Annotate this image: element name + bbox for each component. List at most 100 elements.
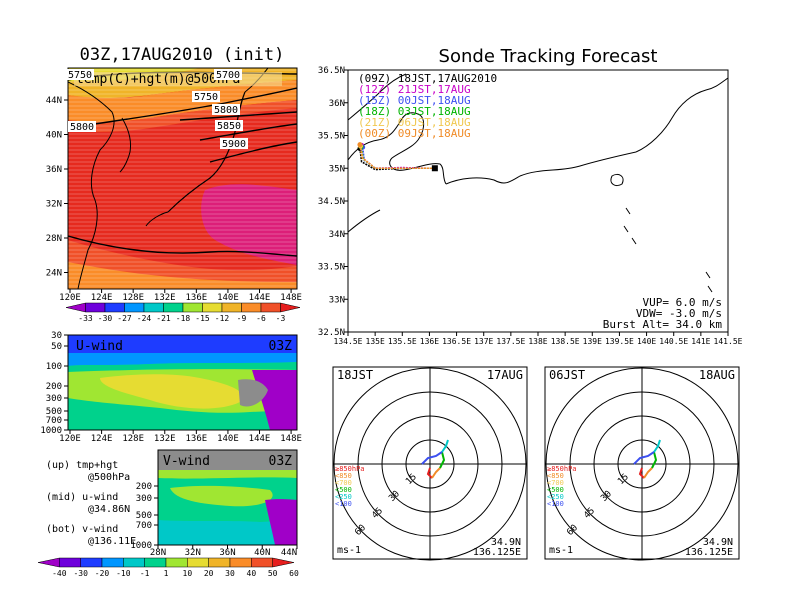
x-tick-label: 140E	[217, 293, 239, 303]
colorbar-swatch	[202, 302, 223, 313]
wind-colorbar-swatch	[208, 557, 231, 568]
temperature-colorbar: -33 -30 -27 -24 -21 -18 -15 -12 -9 -6 -3	[65, 302, 301, 323]
track-line	[359, 144, 435, 170]
hodograph-time: 18JST	[337, 368, 373, 382]
hodograph-trace	[439, 451, 446, 469]
hodograph-lat: 34.9N	[703, 537, 733, 548]
hodograph-trace	[421, 451, 443, 465]
hodograph-date: 18AUG	[699, 368, 735, 382]
wind-colorbar-swatch	[251, 557, 273, 568]
x-tick-label: 120E	[59, 293, 81, 303]
wind-colorbar-label: 10	[183, 569, 193, 578]
wind-colorbar: -40 -30 -20 -10 -1 1 10 20 30 40 50 60	[37, 557, 299, 578]
u-wind-time: 03Z	[269, 339, 293, 354]
x-tick-label: 137.5E	[496, 337, 525, 346]
sonde-tracks	[357, 142, 438, 172]
wind-colorbar-swatch	[229, 557, 252, 568]
colorbar-label: -30	[98, 314, 113, 323]
wind-colorbar-label: 60	[289, 569, 299, 578]
legend-entry: (00Z) 09JST,18AUG	[358, 127, 471, 140]
y-tick-label: 1000	[130, 541, 152, 551]
wind-colorbar-swatch	[272, 557, 295, 568]
y-tick-label: 35.5N	[318, 132, 345, 142]
y-tick-label: 1000	[40, 426, 62, 436]
y-tick-label: 100	[46, 362, 62, 372]
y-tick-label: 40N	[46, 131, 62, 141]
wind-colorbar-swatch	[80, 557, 103, 568]
hodograph-trace	[653, 439, 661, 453]
x-tick-label: 144E	[249, 293, 271, 303]
note-mid-1: (mid) u-wind	[46, 492, 118, 503]
colorbar-label: -18	[176, 314, 191, 323]
colorbar-swatch	[280, 302, 301, 313]
level-label: <850	[335, 472, 352, 480]
colorbar-swatch	[124, 302, 145, 313]
level-label: ≥850hPa	[335, 465, 365, 473]
colorbar-label: -24	[137, 314, 152, 323]
note-up-2: @500hPa	[88, 472, 130, 483]
legend-entry: (18Z) 03JST,18AUG	[358, 105, 471, 118]
x-tick-label: 148E	[280, 434, 302, 444]
x-tick-label: 124E	[91, 293, 113, 303]
colorbar-swatch	[65, 302, 86, 313]
x-tick-label: 28N	[150, 548, 166, 558]
u-wind-field	[68, 335, 297, 430]
x-tick-label: 134.5E	[334, 337, 363, 346]
temperature-field	[68, 68, 297, 289]
wind-colorbar-label: -40	[52, 569, 67, 578]
wind-colorbar-swatch	[123, 557, 145, 568]
y-tick-label: 30	[51, 331, 62, 341]
y-tick-label: 32.5N	[318, 328, 345, 338]
x-tick-label: 144E	[249, 434, 271, 444]
x-tick-label: 136E	[186, 293, 208, 303]
y-tick-label: 200	[46, 382, 62, 392]
legend-entry: (15Z) 00JST,18AUG	[358, 94, 471, 107]
colorbar-swatch	[241, 302, 262, 313]
x-tick-label: 124E	[91, 434, 113, 444]
x-tick-label: 136E	[420, 337, 439, 346]
contour-label-bg	[66, 69, 94, 80]
x-tick-label: 128E	[122, 434, 144, 444]
u-wind-frame	[67, 334, 298, 431]
level-label: <500	[547, 486, 564, 494]
x-tick-label: 132E	[154, 293, 176, 303]
x-tick-label: 141E	[691, 337, 710, 346]
contour-label: 5750	[194, 92, 218, 103]
contour-label: 5750	[68, 70, 92, 81]
level-label: ≥850hPa	[547, 465, 577, 473]
contour-label-bg	[214, 69, 242, 80]
hodograph-trace	[426, 467, 433, 479]
y-tick-label: 300	[136, 494, 152, 504]
hodograph-unit: ms-1	[549, 545, 573, 556]
x-tick-label: 135.5E	[388, 337, 417, 346]
wind-colorbar-swatch	[165, 557, 188, 568]
wind-colorbar-swatch	[187, 557, 209, 568]
x-tick-label: 136E	[186, 434, 208, 444]
contour-label-bg	[215, 120, 243, 131]
hodograph-lon: 136.125E	[473, 547, 521, 558]
level-label: <700	[547, 479, 564, 487]
y-tick-label: 44N	[46, 96, 62, 106]
track-end-point	[357, 142, 363, 148]
wind-colorbar-label: -30	[73, 569, 88, 578]
hodograph-trace	[441, 439, 449, 453]
v-wind-title: V-wind	[163, 454, 210, 469]
colorbar-swatch	[260, 302, 281, 313]
colorbar-swatch	[104, 302, 125, 313]
note-bot-2: @136.11E	[88, 536, 136, 547]
track-line	[360, 145, 435, 170]
wind-colorbar-label: 30	[225, 569, 235, 578]
tracking-title: Sonde Tracking Forecast	[439, 46, 658, 67]
tracking-coastline	[348, 73, 728, 293]
x-tick-label: 140.5E	[659, 337, 688, 346]
level-label: <250	[547, 493, 564, 501]
wind-colorbar-swatch	[101, 557, 124, 568]
hodograph-trace	[431, 467, 441, 479]
colorbar-swatch	[85, 302, 106, 313]
hodograph-trace	[633, 451, 655, 465]
wind-colorbar-label: -10	[116, 569, 131, 578]
v-wind-time: 03Z	[269, 454, 293, 469]
x-tick-label: 36N	[219, 548, 235, 558]
